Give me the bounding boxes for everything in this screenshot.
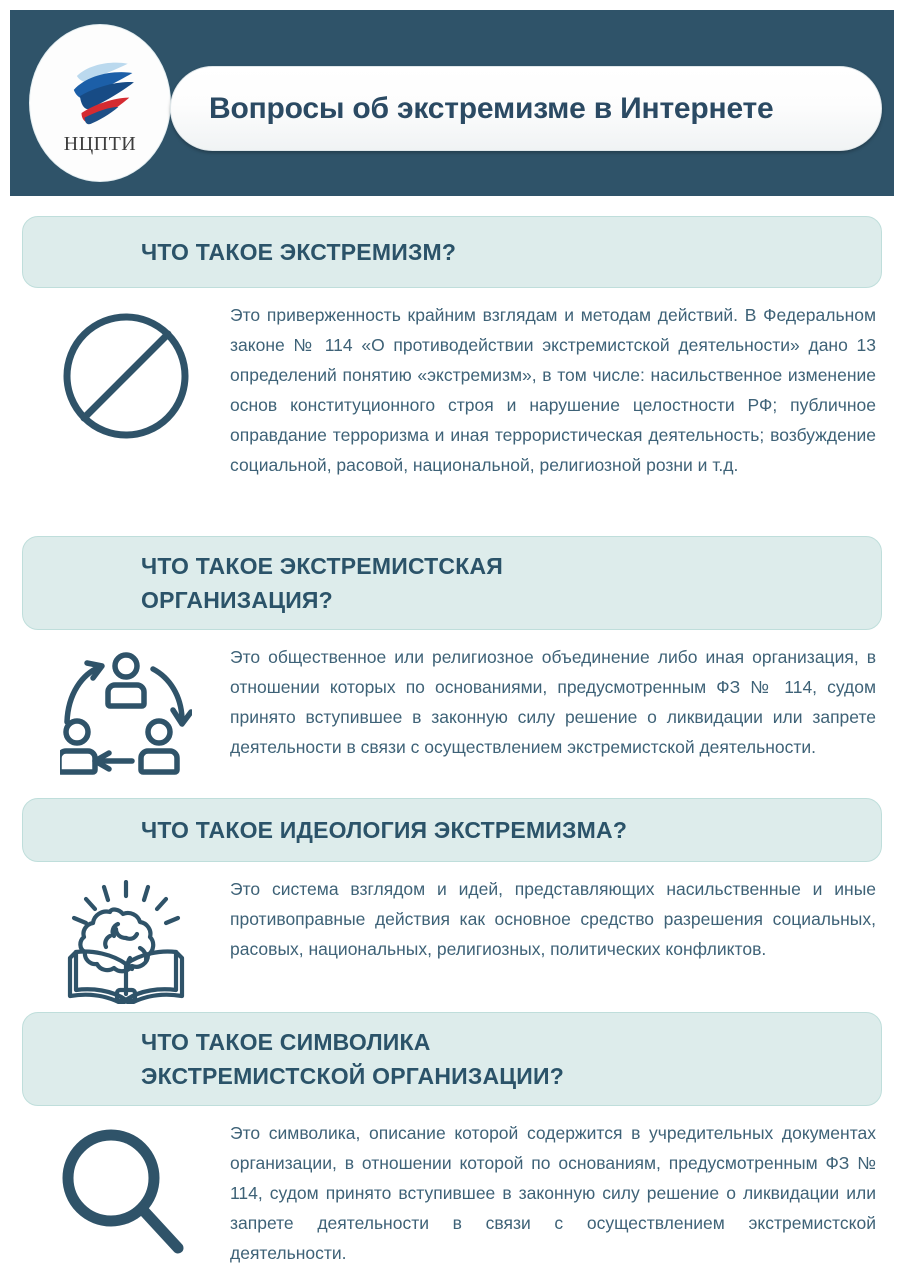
section-extremism-ideology: ЧТО ТАКОЕ ИДЕОЛОГИЯ ЭКСТРЕМИЗМА? — [22, 798, 882, 1004]
header-banner: НЦПТИ Вопросы об экстремизме в Интернете — [10, 10, 894, 196]
answer-text: Это система взглядом и идей, представляю… — [230, 879, 876, 959]
nctpi-flame-logo — [73, 62, 134, 125]
section-extremism: ЧТО ТАКОЕ ЭКСТРЕМИЗМ? Это приверженность… — [22, 216, 882, 480]
question-box: ЧТО ТАКОЕ СИМВОЛИКА ЭКСТРЕМИСТСКОЙ ОРГАН… — [22, 1012, 882, 1106]
answer-row: Это символика, описание которой содержит… — [22, 1118, 882, 1268]
answer-text: Это общественное или религиозное объедин… — [230, 647, 876, 757]
answer-text: Это приверженность крайним взглядам и ме… — [230, 305, 876, 475]
question-heading-line: ЧТО ТАКОЕ СИМВОЛИКА — [141, 1029, 431, 1055]
title-pill: Вопросы об экстремизме в Интернете — [170, 66, 882, 151]
question-heading-line: ЧТО ТАКОЕ ИДЕОЛОГИЯ ЭКСТРЕМИЗМА? — [141, 817, 628, 843]
section-extremist-symbols: ЧТО ТАКОЕ СИМВОЛИКА ЭКСТРЕМИСТСКОЙ ОРГАН… — [22, 1012, 882, 1268]
question-heading-line: ЧТО ТАКОЕ ЭКСТРЕМИСТСКАЯ — [141, 553, 504, 579]
question-heading-line: ЭКСТРЕМИСТСКОЙ ОРГАНИЗАЦИИ? — [141, 1063, 565, 1089]
section-extremist-organization: ЧТО ТАКОЕ ЭКСТРЕМИСТСКАЯ ОРГАНИЗАЦИЯ? — [22, 536, 882, 780]
icon-cell — [22, 1118, 230, 1264]
question-box: ЧТО ТАКОЕ ЭКСТРЕМИСТСКАЯ ОРГАНИЗАЦИЯ? — [22, 536, 882, 630]
brain-book-icon — [67, 880, 185, 1004]
answer-body: Это система взглядом и идей, представляю… — [230, 874, 882, 964]
question-box: ЧТО ТАКОЕ ИДЕОЛОГИЯ ЭКСТРЕМИЗМА? — [22, 798, 882, 862]
magnifying-glass-icon — [62, 1129, 184, 1254]
icon-cell — [22, 874, 230, 1004]
icon-cell — [22, 642, 230, 780]
page-title: Вопросы об экстремизме в Интернете — [209, 91, 774, 125]
answer-row: Это приверженность крайним взглядам и ме… — [22, 300, 882, 480]
answer-row: Это общественное или религиозное объедин… — [22, 642, 882, 780]
question-box: ЧТО ТАКОЕ ЭКСТРЕМИЗМ? — [22, 216, 882, 288]
answer-body: Это приверженность крайним взглядам и ме… — [230, 300, 882, 480]
question-heading-line: ОРГАНИЗАЦИЯ? — [141, 587, 333, 613]
icon-cell — [22, 300, 230, 446]
prohibition-circle-icon — [63, 313, 189, 439]
logo-badge: НЦПТИ — [30, 25, 170, 181]
answer-text: Это символика, описание которой содержит… — [230, 1123, 876, 1263]
logo-abbreviation: НЦПТИ — [63, 133, 137, 155]
question-heading-line: ЧТО ТАКОЕ ЭКСТРЕМИЗМ? — [141, 239, 457, 265]
answer-body: Это общественное или религиозное объедин… — [230, 642, 882, 762]
people-network-icon — [60, 652, 192, 775]
answer-row: Это система взглядом и идей, представляю… — [22, 874, 882, 1004]
answer-body: Это символика, описание которой содержит… — [230, 1118, 882, 1268]
